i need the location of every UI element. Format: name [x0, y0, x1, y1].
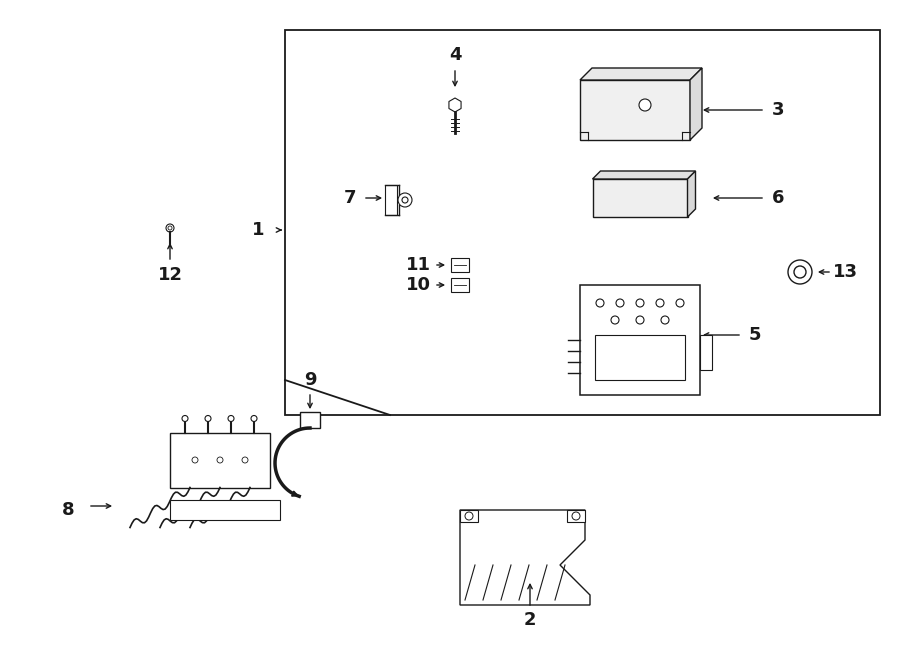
Circle shape [402, 197, 408, 203]
Polygon shape [460, 510, 590, 605]
Circle shape [217, 457, 223, 463]
Bar [170, 432, 270, 488]
Polygon shape [688, 171, 696, 217]
Text: 9: 9 [304, 371, 316, 389]
Bar [592, 179, 688, 217]
Text: 10: 10 [406, 276, 430, 294]
Bar [300, 412, 320, 428]
Text: 2: 2 [524, 611, 536, 629]
Bar [451, 278, 469, 292]
Bar [700, 335, 712, 370]
Bar [567, 510, 585, 522]
Circle shape [192, 457, 198, 463]
Text: 12: 12 [158, 266, 183, 284]
Bar [580, 80, 690, 140]
Circle shape [676, 299, 684, 307]
Polygon shape [580, 68, 702, 80]
Circle shape [788, 260, 812, 284]
Bar [285, 30, 880, 415]
Bar [170, 500, 280, 520]
Circle shape [636, 316, 644, 324]
Circle shape [636, 299, 644, 307]
Circle shape [205, 416, 211, 422]
Text: 13: 13 [832, 263, 858, 281]
Circle shape [572, 512, 580, 520]
Polygon shape [690, 68, 702, 140]
Circle shape [656, 299, 664, 307]
Circle shape [616, 299, 624, 307]
Text: 7: 7 [344, 189, 356, 207]
Bar [595, 335, 685, 380]
Circle shape [166, 224, 174, 232]
Text: 4: 4 [449, 46, 461, 64]
Circle shape [251, 416, 257, 422]
Circle shape [168, 226, 172, 230]
Circle shape [465, 512, 473, 520]
Circle shape [242, 457, 248, 463]
Text: 8: 8 [62, 501, 75, 519]
Circle shape [228, 416, 234, 422]
Bar [385, 185, 397, 215]
Circle shape [596, 299, 604, 307]
Circle shape [398, 193, 412, 207]
Circle shape [661, 316, 669, 324]
Bar [580, 285, 700, 395]
Text: 3: 3 [772, 101, 784, 119]
Text: 1: 1 [252, 221, 265, 239]
Bar [460, 510, 478, 522]
Text: 6: 6 [772, 189, 784, 207]
Text: 11: 11 [406, 256, 430, 274]
Text: 5: 5 [749, 326, 761, 344]
Circle shape [639, 99, 651, 111]
Bar [451, 258, 469, 272]
Circle shape [611, 316, 619, 324]
Circle shape [182, 416, 188, 422]
Polygon shape [592, 171, 696, 179]
Circle shape [794, 266, 806, 278]
